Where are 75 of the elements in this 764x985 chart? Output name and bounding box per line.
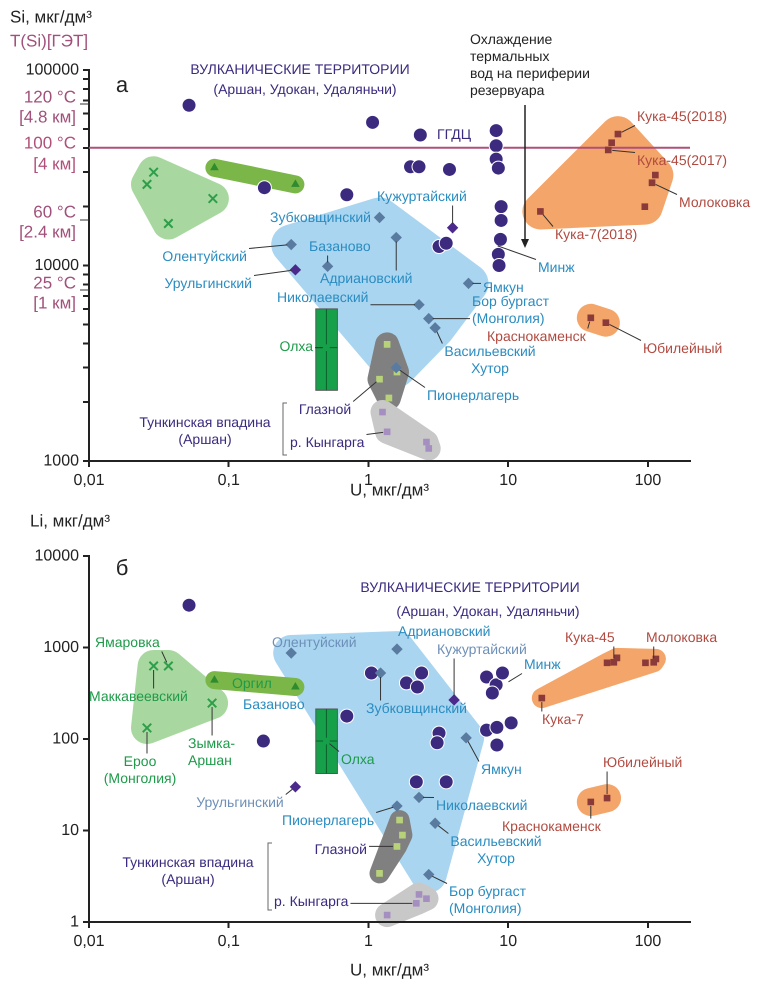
annotation: Бор бургаст (Монголия) <box>449 882 527 916</box>
x-tick-label: 0,1 <box>218 472 240 490</box>
annotation: Васильевский Хутор <box>450 832 542 866</box>
annotation: Зымка- Аршан <box>188 734 236 768</box>
annotation: Кука-7(2018) <box>555 226 638 242</box>
annotation: Урульгинский <box>164 274 252 291</box>
annotation: Зубковщинский <box>366 700 467 716</box>
x-tick-label: 100 <box>634 933 662 950</box>
annotation: Олха <box>341 750 375 767</box>
annotation: Олха <box>279 338 314 354</box>
annotation: (Аршан, Удокан, Удаляньчи) <box>396 602 580 619</box>
annotation: б <box>116 555 128 580</box>
annotation: Тункинская впадина (Аршан) <box>122 854 254 887</box>
annotation: Николаевский <box>436 796 528 813</box>
x-tick-label: 100 <box>634 472 662 490</box>
annotation: Пионерлагерь <box>282 812 374 828</box>
x-tick-label: 10 <box>499 933 518 950</box>
annotation: Молоковка <box>679 194 750 210</box>
x-tick-label: 0,1 <box>218 933 240 950</box>
annotation: Ероо (Монголия) <box>104 752 176 786</box>
annotation: Кука-7 <box>542 710 584 727</box>
annotation: Юбилейный <box>643 340 722 356</box>
annotation: Урульгинский <box>196 794 284 810</box>
text: 25 °C [1 км] <box>33 274 76 313</box>
annotation: Кука-45(2018) <box>637 108 728 124</box>
y-tick-label: 100000 <box>26 61 80 78</box>
annotation: Тункинская впадина (Аршан) <box>139 414 271 447</box>
y-tick-label: 1000 <box>43 452 80 470</box>
x-tick-label: 0,01 <box>73 472 105 490</box>
annotation: Пионерлагерь <box>427 386 520 403</box>
annotation: Глазной <box>298 400 352 417</box>
annotation: Краснокаменск <box>502 818 602 834</box>
text: T(Si)[ГЭТ] <box>10 32 88 51</box>
annotation: Олентуйский <box>162 248 247 264</box>
annotation: р. Кынгарга <box>290 434 365 450</box>
annotation: Охлаждение термальных вод на периферии резервуара <box>470 30 590 98</box>
annotation: Базаново <box>309 238 371 254</box>
annotation: ВУЛКАНИЧЕСКИЕ ТЕРРИТОРИИ <box>360 578 580 595</box>
annotation: Оргил <box>232 674 272 691</box>
x-tick-label: 10 <box>499 472 518 490</box>
annotation: а <box>116 72 129 98</box>
annotation: р. Кынгарга <box>274 892 349 909</box>
annotation: Кужуртайский <box>437 640 527 657</box>
ref-line-label: 100 °C [4 км] <box>24 133 76 174</box>
annotation: Адриановский <box>398 622 490 639</box>
annotation: ВУЛКАНИЧЕСКИЕ ТЕРРИТОРИИ <box>190 60 410 77</box>
y-tick-label: 10000 <box>34 547 80 564</box>
text: 120 °C [4.8 км] <box>19 88 76 127</box>
annotation: Юбилейный <box>603 754 682 770</box>
y-tick-label: 10 <box>61 822 80 839</box>
y-tick-label: 1 <box>70 913 80 930</box>
y-tick-label: 100 <box>52 730 80 748</box>
text: 60 °C [2.4 км] <box>19 202 76 242</box>
annotation: Краснокаменск <box>487 328 587 344</box>
x-tick-label: 1 <box>364 933 374 950</box>
y-axis-title: Li, мкг/дм³ <box>30 512 110 531</box>
annotation: Кужуртайский <box>377 188 467 204</box>
annotation: Минж <box>538 258 576 275</box>
y-tick-label: 1000 <box>43 638 80 656</box>
x-axis-title: U, мкг/дм³ <box>350 960 430 980</box>
annotation: (Аршан, Удокан, Удаляньчи) <box>213 80 397 97</box>
y-axis-title: Si, мкг/дм³ <box>10 8 92 27</box>
y-tick-label: 10000 <box>34 256 80 274</box>
annotation: Глазной <box>314 840 367 857</box>
annotation: Васильевский Хутор <box>444 342 536 376</box>
annotation: Кука-45 <box>565 628 615 645</box>
annotation: ГГДЦ <box>437 126 472 142</box>
annotation: Ямаровка <box>95 634 160 650</box>
annotation: Минж <box>524 656 562 672</box>
x-tick-label: 0,01 <box>73 933 105 950</box>
annotation: Ямкун <box>481 760 522 777</box>
annotation: Адриановский <box>320 270 412 286</box>
annotation: Ямкун <box>483 278 524 295</box>
annotation: Молоковка <box>646 628 718 645</box>
annotation: Базаново <box>243 696 305 712</box>
